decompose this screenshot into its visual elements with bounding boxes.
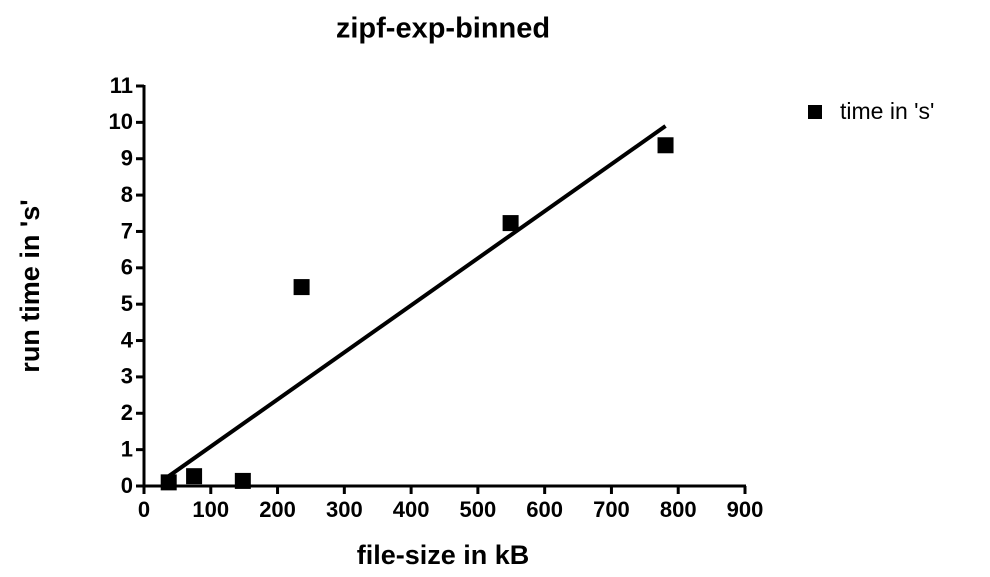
x-axis-label: file-size in kB: [357, 540, 530, 570]
y-tick-label: 3: [121, 364, 133, 389]
y-tick-label: 7: [121, 218, 133, 243]
trendline: [167, 124, 667, 478]
y-tick-label: 9: [121, 146, 133, 171]
chart-title: zipf-exp-binned: [336, 13, 550, 45]
x-tick-label: 600: [526, 497, 563, 522]
legend-label: time in 's': [840, 98, 934, 124]
x-tick-label: 100: [192, 497, 229, 522]
y-tick-label: 11: [110, 73, 133, 98]
x-tick-label: 800: [660, 497, 697, 522]
x-tick-label: 0: [138, 497, 150, 522]
point: [160, 474, 177, 491]
x-tick-label: 400: [393, 497, 430, 522]
y-tick-label: 0: [121, 473, 133, 498]
y-tick-label: 10: [109, 109, 133, 134]
y-tick-label: 8: [121, 182, 133, 207]
point: [293, 279, 310, 296]
y-tick-label: 2: [121, 400, 133, 425]
legend-marker: [808, 105, 822, 119]
y-tick-label: 6: [121, 255, 133, 280]
x-tick-label: 700: [593, 497, 630, 522]
x-tick-label: 900: [727, 497, 764, 522]
y-tick-label: 4: [121, 327, 134, 352]
x-tick-label: 500: [460, 497, 497, 522]
x-tick-label: 200: [259, 497, 296, 522]
x-tick-label: 300: [326, 497, 363, 522]
point: [657, 137, 674, 154]
y-tick-label: 1: [121, 436, 133, 461]
point: [186, 468, 203, 485]
point: [502, 215, 519, 232]
y-tick-label: 5: [121, 291, 133, 316]
y-axis-label: run time in 's': [15, 199, 45, 372]
point: [234, 472, 251, 489]
